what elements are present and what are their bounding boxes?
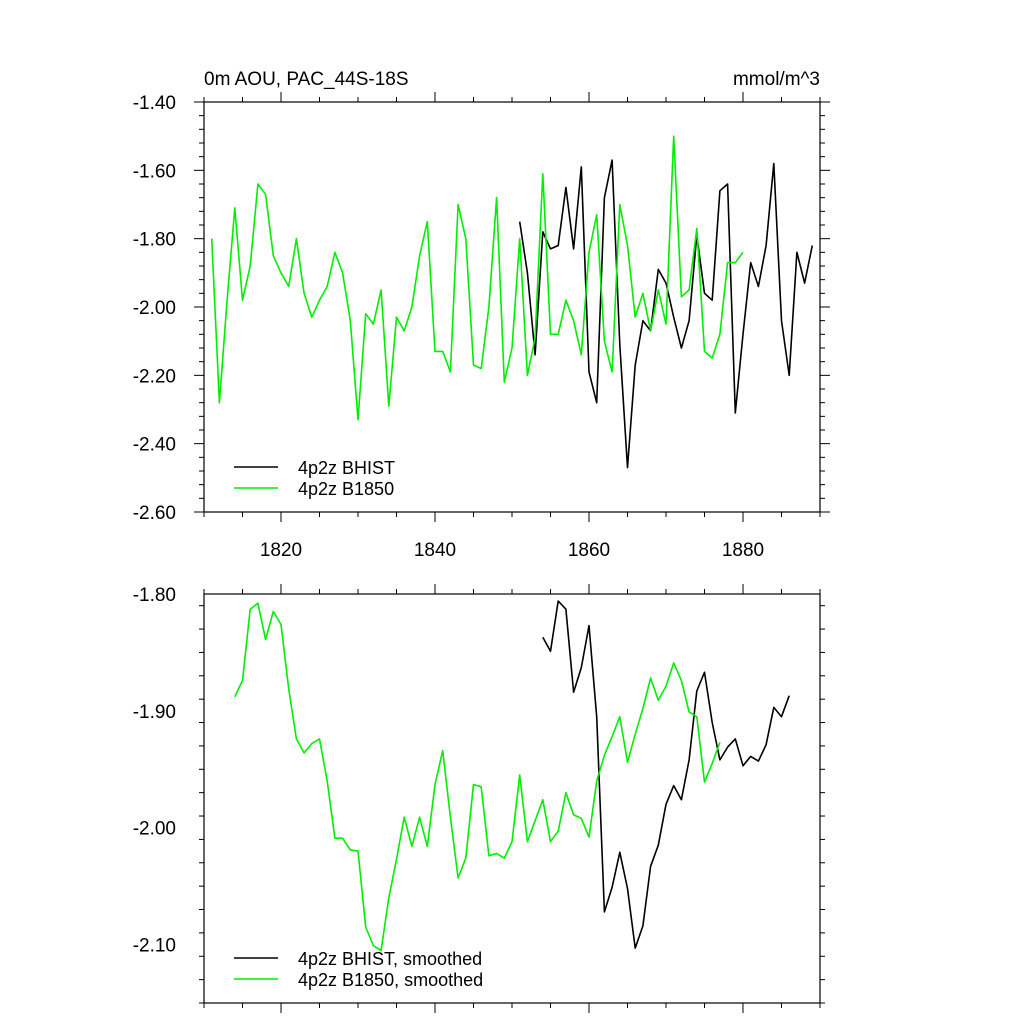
- units-label: mmol/m^3: [733, 69, 820, 90]
- series-line: [518, 159, 814, 469]
- chart-title: 0m AOU, PAC_44S-18S: [204, 69, 409, 90]
- y-tick-label: -1.60: [133, 161, 176, 182]
- plot-frame: [203, 101, 821, 513]
- x-tick-label: 1860: [568, 540, 610, 561]
- x-tick-label: 1880: [722, 540, 764, 561]
- legend-label: 4p2z BHIST, smoothed: [298, 949, 482, 969]
- bottom-panel: -2.10 -2.00 -1.90 -1.80 4p2z BHIST, smoothed…: [133, 584, 825, 1013]
- y-tick-label: -1.90: [133, 702, 176, 723]
- top-panel: 1820 1840 1860 1880 -2.60 -2.40 -2.20 -2.00 -1.8…: [133, 92, 830, 561]
- x-tick-label: 1820: [260, 540, 302, 561]
- y-tick-label: -2.00: [133, 819, 176, 840]
- series-line: [542, 600, 790, 949]
- legend-label: 4p2z B1850: [298, 479, 394, 499]
- y-tick-label: -2.40: [133, 435, 176, 456]
- y-tick-label: -1.80: [133, 230, 176, 251]
- plot-frame: [203, 593, 821, 1004]
- series-line: [234, 602, 721, 952]
- legend-label: 4p2z B1850, smoothed: [298, 970, 483, 990]
- series-line: [210, 135, 744, 421]
- y-tick-label: -1.40: [133, 93, 176, 114]
- legend-label: 4p2z BHIST: [298, 458, 395, 478]
- y-tick-label: -2.20: [133, 366, 176, 387]
- y-tick-label: -2.60: [133, 503, 176, 524]
- x-tick-label: 1840: [414, 540, 456, 561]
- y-tick-label: -2.10: [133, 936, 176, 957]
- y-tick-label: -1.80: [133, 585, 176, 606]
- y-tick-label: -2.00: [133, 298, 176, 319]
